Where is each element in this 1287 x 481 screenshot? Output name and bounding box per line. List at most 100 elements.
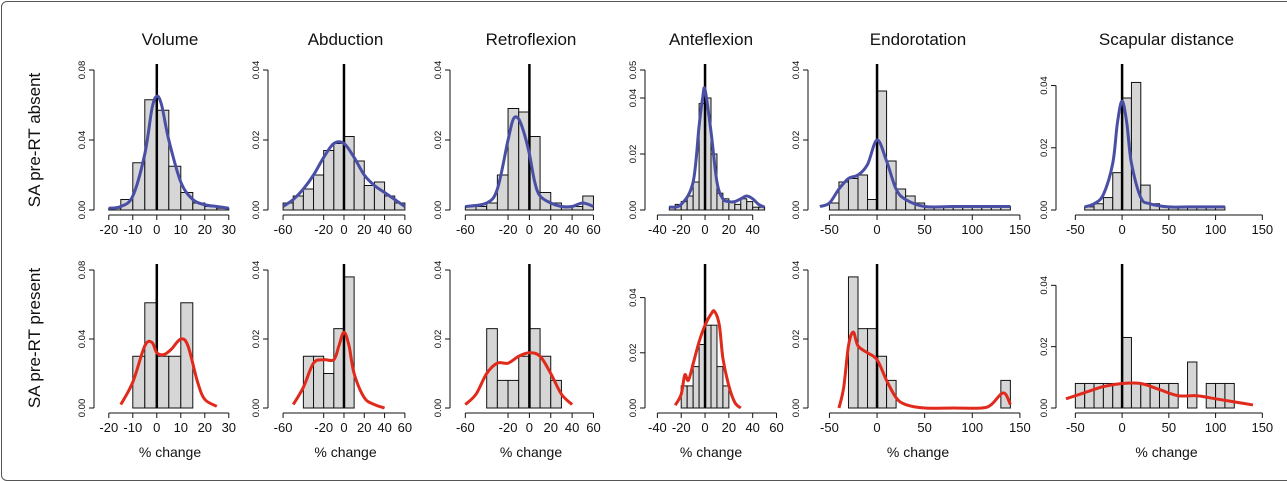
histogram-bar (518, 355, 530, 409)
panel-title: Endorotation (870, 30, 966, 49)
density-curve-absent (668, 86, 766, 209)
density-curve-absent (282, 140, 406, 208)
x-tick-label: -60 (456, 420, 475, 435)
row-label-0: SA pre-RT absent (25, 72, 44, 207)
y-tick-label: 0.04 (628, 288, 639, 307)
x-tick-label: 20 (198, 222, 212, 237)
x-tick-label: -10 (123, 222, 142, 237)
y-tick-label: 0.05 (628, 61, 639, 80)
x-tick-label: 0 (153, 222, 160, 237)
histogram-bar (507, 108, 520, 211)
y-tick-label: 0.02 (251, 131, 262, 150)
x-tick-label: -60 (456, 222, 475, 237)
histogram-bar (1130, 81, 1142, 211)
histogram-bar (1130, 382, 1142, 409)
x-tick-label: 100 (961, 420, 983, 435)
y-tick-label: 0.02 (1039, 337, 1050, 356)
y-tick-label: 0.04 (433, 61, 444, 80)
x-tick-label: -50 (1066, 222, 1085, 237)
x-tick-label: 100 (1205, 420, 1227, 435)
x-axis-label: % change (139, 444, 201, 460)
density-curve-present (119, 337, 218, 408)
x-tick-label: 150 (1009, 420, 1031, 435)
panel-0-1: -60 -20 0 20 40 60 0.00 0.02 0.04 Abduction (251, 30, 412, 237)
histogram-bar (752, 206, 760, 211)
histogram-bar (686, 385, 694, 409)
panel-title: Anteflexion (669, 30, 753, 49)
x-tick-label: 0 (1118, 222, 1125, 237)
y-tick-label: 0.08 (77, 61, 88, 80)
x-tick-label: -20 (672, 420, 691, 435)
density-curve-absent (1084, 99, 1225, 209)
x-tick-label: -20 (314, 420, 333, 435)
y-tick-label: 0.02 (251, 330, 262, 349)
histogram-bar (828, 202, 840, 211)
y-tick-label: 0.04 (433, 261, 444, 280)
x-tick-label: 0 (873, 222, 880, 237)
y-tick-label: 0.04 (251, 261, 262, 280)
x-tick-label: 50 (1162, 420, 1176, 435)
x-tick-label: 0 (153, 420, 160, 435)
histogram-bar (1158, 382, 1170, 409)
y-tick-label: 0.00 (791, 201, 802, 220)
x-tick-label: -20 (99, 420, 118, 435)
panel-1-5: -50 0 50 100 150 0.00 0.02 0.04 % change (1039, 264, 1273, 460)
y-tick-label: 0.00 (433, 399, 444, 418)
x-tick-label: 60 (398, 420, 412, 435)
x-tick-label: 10 (174, 420, 188, 435)
histogram-grid: SA pre-RT absent SA pre-RT present -20 -10 0… (25, 30, 1273, 460)
x-tick-label: 100 (961, 222, 983, 237)
x-tick-label: -20 (499, 222, 518, 237)
x-tick-label: 60 (769, 420, 783, 435)
histogram-bar (867, 199, 878, 211)
x-tick-label: 0 (701, 420, 708, 435)
x-tick-label: 50 (1162, 222, 1176, 237)
x-tick-label: 150 (1251, 222, 1273, 237)
x-axis-label: % change (1135, 444, 1197, 460)
histogram-bar (1224, 382, 1235, 409)
x-tick-label: 40 (377, 420, 391, 435)
histogram-bar (734, 203, 742, 211)
x-tick-label: -20 (499, 420, 518, 435)
panel-0-2: -60 -20 0 20 40 60 0.00 0.02 0.04 Retroflexion (433, 30, 601, 237)
x-tick-label: 150 (1009, 222, 1031, 237)
histogram-bar (180, 302, 194, 409)
histogram-bar (1102, 197, 1114, 211)
x-tick-label: 60 (586, 420, 600, 435)
x-tick-label: 60 (398, 222, 412, 237)
y-tick-label: 0.00 (251, 201, 262, 220)
y-tick-label: 0.04 (77, 330, 88, 349)
histogram-bar (323, 150, 335, 211)
y-tick-label: 0.00 (77, 399, 88, 418)
panel-0-5: -50 0 50 100 150 0.00 0.02 0.04 Scapular distanc… (1039, 30, 1273, 237)
y-tick-label: 0.02 (628, 344, 639, 363)
histogram-bar (156, 355, 170, 409)
histogram-bar (716, 366, 724, 409)
x-axis-label: % change (314, 444, 376, 460)
histogram-bar (722, 385, 730, 409)
histogram-bar (847, 178, 859, 211)
histogram-bar (528, 136, 541, 211)
histogram-bar (692, 366, 700, 409)
histogram-bar (746, 201, 754, 211)
histogram-bar (313, 174, 325, 211)
histogram-bar (1215, 382, 1226, 409)
density-curve-present (464, 351, 574, 406)
x-tick-label: 40 (565, 222, 579, 237)
histogram-bar (1205, 382, 1217, 409)
panel-title: Abduction (308, 30, 384, 49)
histogram-bar (333, 328, 345, 409)
panel-1-2: -60 -20 0 20 40 60 0.00 0.02 0.04 % change (433, 261, 601, 460)
histogram-bar (363, 185, 375, 211)
x-tick-label: 150 (1251, 420, 1273, 435)
x-axis-label: % change (887, 444, 949, 460)
y-tick-label: 0.02 (628, 145, 639, 164)
histogram-bar (528, 328, 541, 409)
x-tick-label: 0 (526, 222, 533, 237)
y-tick-label: 0.04 (1039, 76, 1050, 95)
y-tick-label: 0.00 (628, 201, 639, 220)
x-tick-label: -40 (648, 222, 667, 237)
x-tick-label: -60 (274, 420, 293, 435)
histogram-bar (496, 379, 509, 409)
x-tick-label: 50 (917, 420, 931, 435)
